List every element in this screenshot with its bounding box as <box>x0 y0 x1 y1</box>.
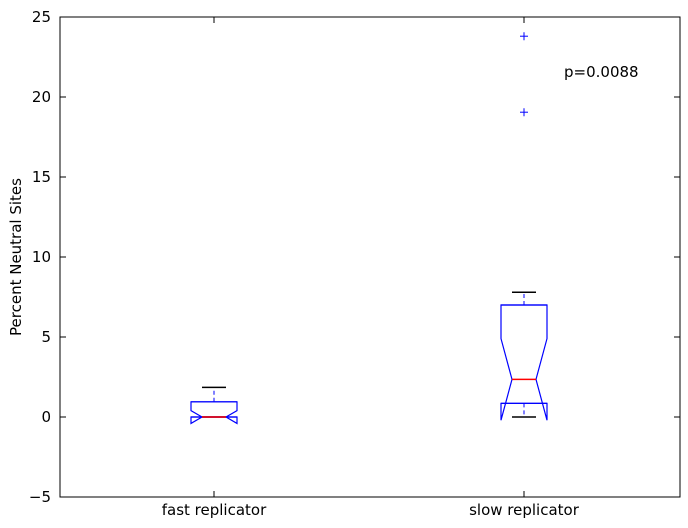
y-tick-label: −5 <box>29 488 51 506</box>
y-tick-label: 10 <box>32 248 51 266</box>
box-0 <box>190 386 238 425</box>
y-axis-ticks: −5 0 5 10 15 20 25 fast replicator slow replicat… <box>29 8 680 519</box>
axes-frame <box>59 16 681 498</box>
x-tick-label: fast replicator <box>162 501 267 519</box>
y-tick-label: 0 <box>41 408 51 426</box>
notched-box <box>190 401 238 425</box>
box-1 <box>500 32 548 421</box>
y-axis-title: Percent Neutral Sites <box>7 178 25 336</box>
plot-area <box>190 32 548 425</box>
y-tick-label: 5 <box>41 328 51 346</box>
x-tick-label: slow replicator <box>469 501 580 519</box>
y-tick-label: 15 <box>32 168 51 186</box>
outlier-point <box>520 108 528 117</box>
y-tick-label: 20 <box>32 88 51 106</box>
p-value-annotation: p=0.0088 <box>564 63 639 81</box>
outlier-point <box>520 32 528 41</box>
y-tick-label: 25 <box>32 8 51 26</box>
